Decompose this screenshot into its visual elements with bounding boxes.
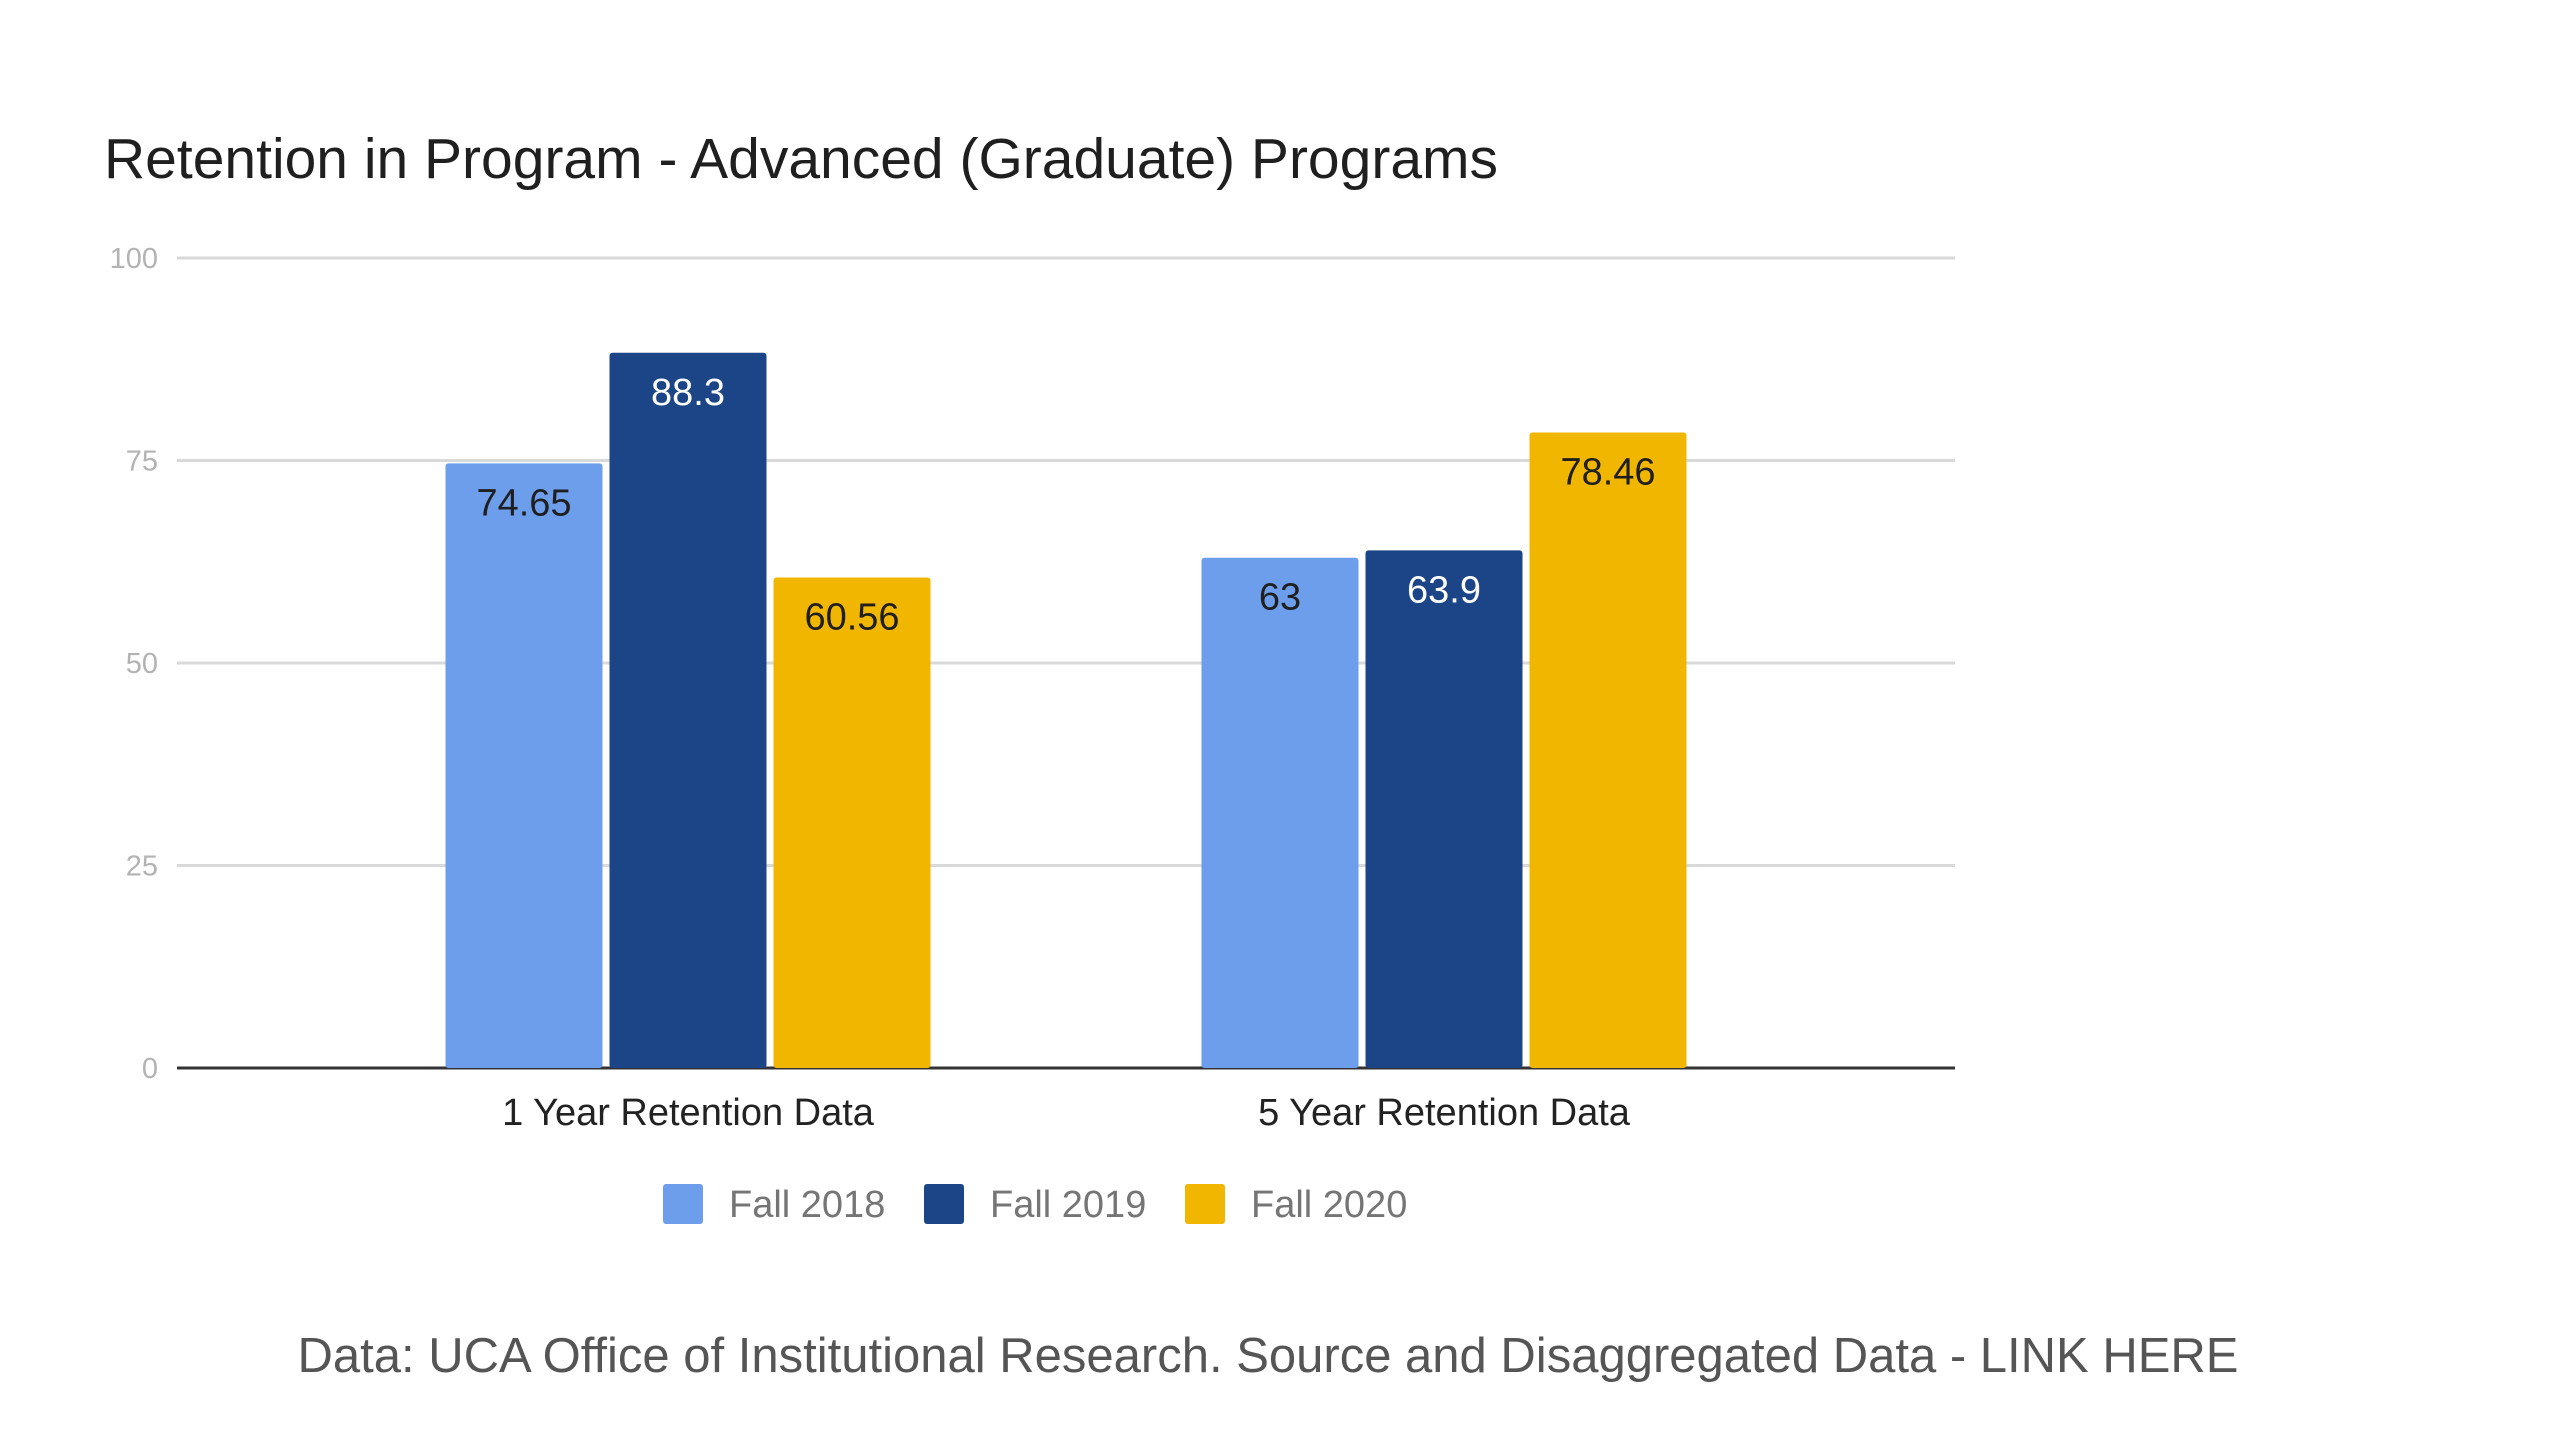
legend-label: Fall 2020 [1251,1184,1407,1226]
bar-value-label: 63.9 [1407,569,1481,611]
y-tick-label: 100 [110,243,158,275]
bar [1529,432,1687,1068]
chart-title: Retention in Program - Advanced (Graduat… [104,127,1498,191]
bar [445,463,603,1069]
bar-value-label: 74.65 [476,482,571,524]
legend-swatch [1185,1184,1225,1224]
legend-swatch [924,1184,964,1224]
x-tick-label: 5 Year Retention Data [1258,1092,1631,1134]
legend: Fall 2018 Fall 2019 Fall 2020 [663,1184,1407,1226]
bar-value-label: 88.3 [651,372,725,414]
y-tick-label: 0 [142,1053,158,1085]
y-tick-label: 75 [126,446,158,478]
bar [773,577,931,1068]
legend-swatch [663,1184,703,1224]
bars: 74.65 88.3 60.56 63 63.9 78.46 [445,352,1687,1069]
y-axis-ticks: 0 25 50 75 100 [110,243,158,1085]
gridlines [177,256,1955,1070]
x-tick-label: 1 Year Retention Data [502,1092,875,1134]
x-axis-ticks: 1 Year Retention Data 5 Year Retention Da… [502,1092,1631,1134]
y-tick-label: 25 [126,851,158,883]
legend-label: Fall 2018 [729,1184,885,1226]
bar-value-label: 60.56 [804,596,899,638]
bar [1201,557,1359,1068]
bar-value-label: 63 [1259,577,1301,619]
bar [1365,550,1523,1068]
legend-label: Fall 2019 [990,1184,1146,1226]
bar [609,352,767,1068]
y-tick-label: 50 [126,648,158,680]
source-note: Data: UCA Office of Institutional Resear… [297,1329,2238,1383]
bar-value-label: 78.46 [1560,451,1655,493]
